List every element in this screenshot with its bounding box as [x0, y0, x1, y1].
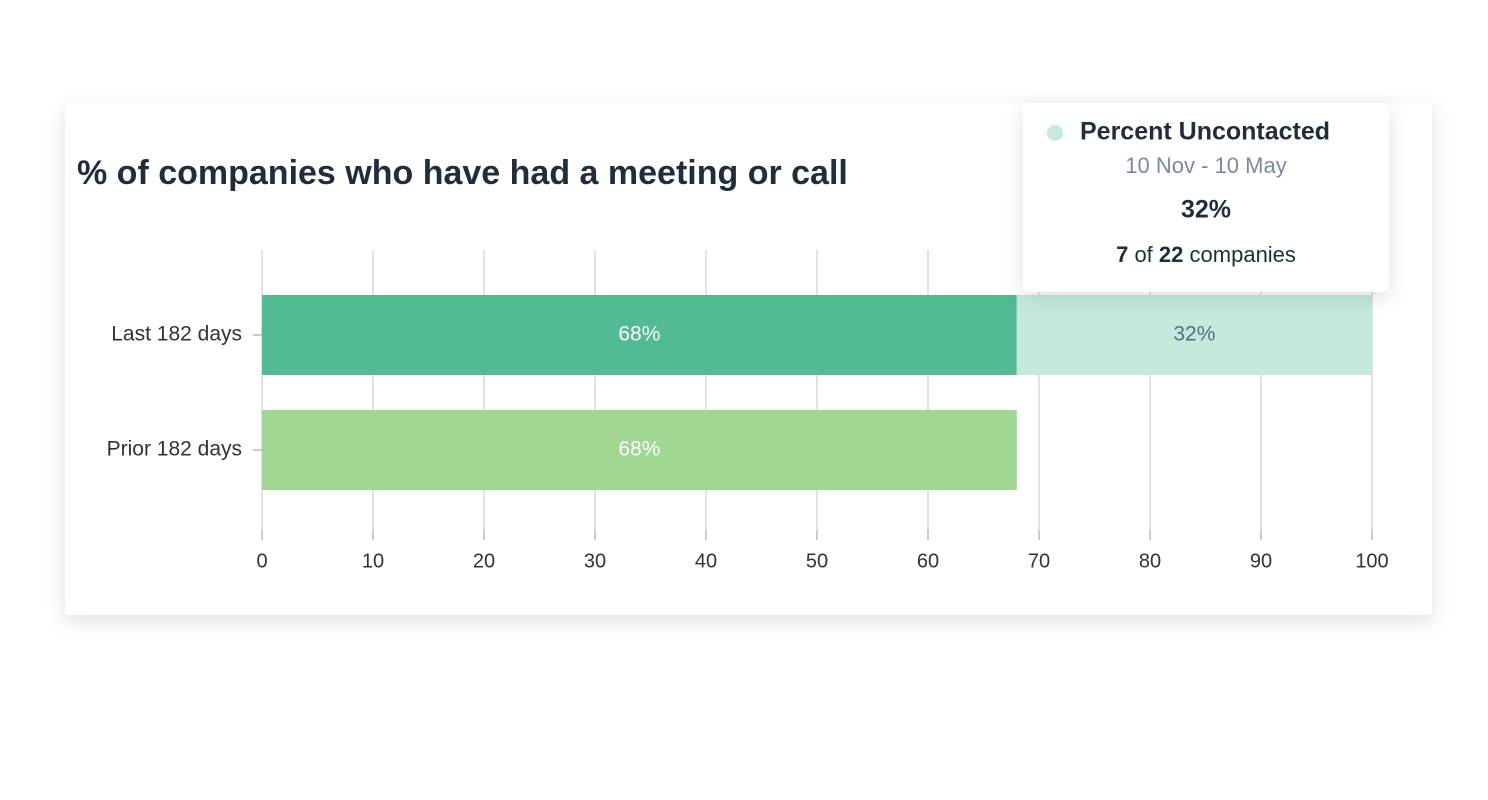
- tooltip-swatch: [1047, 125, 1063, 141]
- bar: [262, 410, 1017, 490]
- unit: companies: [1190, 242, 1296, 267]
- x-tick-label: 10: [362, 550, 384, 572]
- tooltip-count: 7 of 22 companies: [1116, 242, 1296, 267]
- bar-label: 32%: [1173, 323, 1215, 346]
- x-tick-label: 90: [1250, 550, 1272, 572]
- plot: 0 10 20 30 40 50 60 70 80 90 100 Last 182 days 68% 32…: [107, 250, 1389, 572]
- bar: [1016, 295, 1372, 375]
- tooltip-title: Percent Uncontacted: [1080, 118, 1330, 146]
- connector: of: [1134, 242, 1153, 267]
- x-tick-label: 0: [256, 550, 267, 572]
- bar: [262, 295, 1017, 375]
- count: 7: [1116, 242, 1128, 267]
- tooltip-value: 32%: [1181, 196, 1231, 224]
- tooltip-box: [1023, 103, 1389, 292]
- y-tick-label: Last 182 days: [111, 323, 242, 346]
- x-tick-label: 30: [584, 550, 606, 572]
- x-tick-label: 100: [1355, 550, 1388, 572]
- tooltip: Percent Uncontacted 10 Nov - 10 May 32% …: [1023, 103, 1389, 292]
- chart-title: % of companies who have had a meeting or…: [77, 154, 848, 192]
- total: 22: [1159, 242, 1183, 267]
- x-tick-label: 80: [1139, 550, 1161, 572]
- x-tick-label: 60: [917, 550, 939, 572]
- tooltip-period: 10 Nov - 10 May: [1125, 153, 1286, 178]
- x-tick-label: 40: [695, 550, 717, 572]
- bar-label: 68%: [618, 438, 660, 461]
- y-tick-label: Prior 182 days: [107, 438, 242, 461]
- x-tick-label: 50: [806, 550, 828, 572]
- x-tick-label: 70: [1028, 550, 1050, 572]
- x-tick-label: 20: [473, 550, 495, 572]
- bar-label: 68%: [618, 323, 660, 346]
